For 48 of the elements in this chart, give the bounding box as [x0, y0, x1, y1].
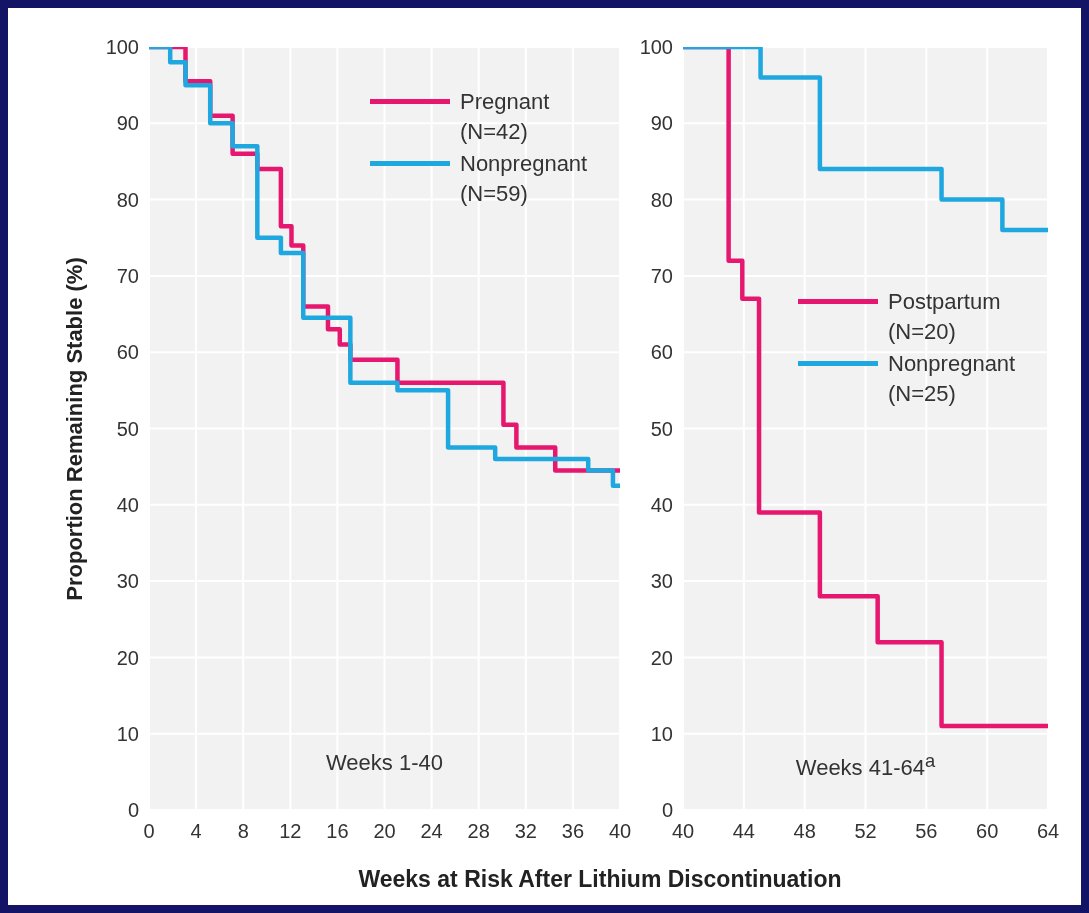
x-tick-label: 44 [732, 820, 755, 843]
x-axis-title: Weeks at Risk After Lithium Discontinuation [357, 866, 843, 893]
y-tick-label: 70 [650, 265, 673, 287]
annotation: Weeks 41-64$^{a}$ [794, 750, 937, 782]
x-tick-label: 0 [143, 820, 155, 843]
legend-label: Pregnant (N=42) [460, 88, 551, 146]
x-tick-label: 60 [976, 820, 999, 843]
y-tick-label: 70 [116, 265, 139, 287]
x-tick-label: 24 [420, 820, 443, 843]
x-tick-label: 12 [279, 820, 302, 843]
x-tick-label: 36 [561, 820, 585, 843]
y-tick-label: 50 [116, 417, 139, 440]
x-tick-label: 52 [854, 820, 877, 843]
y-tick-label: 90 [116, 112, 139, 135]
x-tick-label: 40 [608, 820, 632, 843]
x-tick-label: 40 [671, 820, 695, 843]
x-tick-label: 4 [190, 820, 202, 843]
y-tick-label: 60 [650, 341, 673, 364]
y-tick-label: 100 [639, 36, 673, 59]
legend-label: Nonpregnant (N=59) [460, 150, 589, 208]
y-tick-label: 20 [116, 646, 139, 669]
y-tick-label: 20 [650, 646, 673, 669]
y-tick-label: 90 [650, 112, 673, 135]
x-tick-label: 56 [915, 820, 938, 843]
x-tick-label: 64 [1036, 820, 1060, 843]
y-tick-label: 10 [650, 722, 673, 745]
legend-label: Nonpregnant (N=25) [888, 350, 1017, 408]
y-tick-label: 0 [661, 799, 673, 822]
y-tick-label: 30 [116, 570, 139, 593]
x-tick-label: 8 [237, 820, 249, 843]
y-tick-label: 80 [116, 188, 139, 211]
y-tick-label: 80 [650, 188, 673, 211]
legend-label: Postpartum (N=20) [888, 288, 1002, 346]
y-tick-label: 10 [116, 722, 139, 745]
y-tick-label: 60 [116, 341, 139, 364]
annotation: Weeks 1-40 [325, 750, 444, 776]
x-tick-label: 16 [326, 820, 349, 843]
y-tick-label: 100 [105, 36, 139, 59]
x-tick-label: 28 [467, 820, 490, 843]
y-tick-label: 30 [650, 570, 673, 593]
x-tick-label: 32 [514, 820, 537, 843]
y-axis-title: Proportion Remaining Stable (%) [62, 255, 88, 603]
y-tick-label: 40 [116, 493, 139, 516]
x-tick-label: 20 [373, 820, 396, 843]
y-tick-label: 40 [650, 493, 673, 516]
x-tick-label: 48 [793, 820, 816, 843]
y-tick-label: 50 [650, 417, 673, 440]
y-tick-label: 0 [127, 799, 139, 822]
